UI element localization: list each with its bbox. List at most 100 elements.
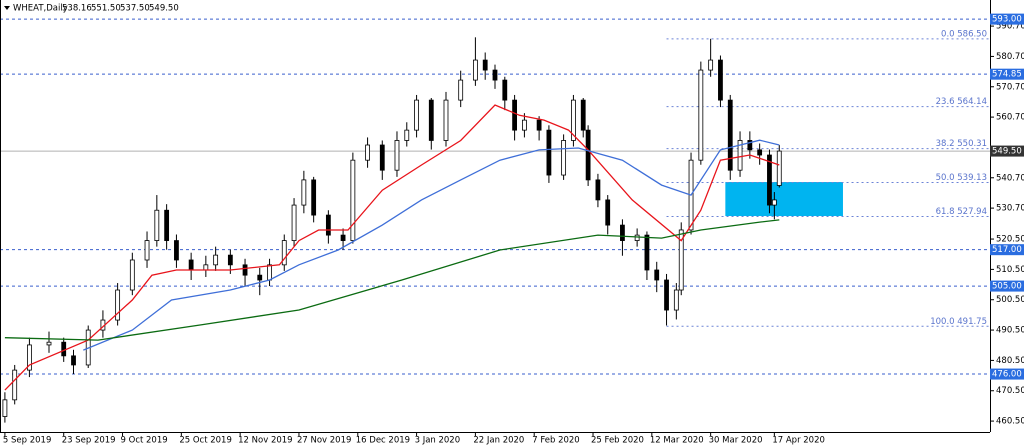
candle-body [771,199,777,206]
y-tick-label: 510.50 [996,265,1024,275]
candle-body [472,59,478,81]
y-tick-label: 470.50 [996,386,1024,396]
candle-body [536,119,542,131]
level-label: 517.00 [992,245,1022,255]
candle-body [561,140,567,176]
candle-body [512,99,518,131]
fib-label: 61.8 527.94 [936,207,987,217]
y-tick-label: 570.70 [996,82,1024,92]
candle-body [502,79,508,101]
candle-body [673,289,679,311]
x-tick-label: 25 Oct 2019 [179,436,232,446]
candle-body [203,264,209,271]
candle-body [12,369,18,401]
level-label: 593.00 [992,15,1022,25]
ma-line [83,139,780,351]
candle-body [2,399,8,417]
candle-body [394,140,400,171]
level-label-box [990,280,1024,292]
header-values: 538.16 551.50 537.50 549.50 [62,4,179,14]
x-tick-label: 27 Nov 2019 [297,436,351,446]
candle-body [620,224,625,241]
x-tick-label: 22 Jan 2020 [473,436,524,446]
candle-body [227,254,233,266]
candle-body [580,99,586,131]
candle-body [311,179,317,216]
level-label: 476.00 [992,370,1022,380]
x-tick-label: 3 Jan 2020 [415,436,461,446]
y-tick-label: 480.50 [996,356,1024,366]
candle-body [213,254,219,266]
candle-body [301,179,307,206]
candle-body [61,341,67,357]
candle-body [257,274,263,281]
last-price-box [990,145,1024,157]
candle-body [571,99,576,141]
level-label: 505.00 [992,282,1022,292]
candle-body [776,150,782,186]
x-tick-label: 12 Mar 2020 [650,436,704,446]
level-label-box [990,68,1024,80]
header-value: 537.50 [120,4,150,14]
candle-body [174,240,179,261]
y-tick-label: 490.50 [996,326,1024,336]
plot-area: 0.0 586.50 23.6 564.14 38.2 550.31 50.0 539… [0,18,990,423]
candle-body [242,264,248,276]
candle-body [443,99,449,141]
candle-body [708,59,714,71]
header-value: 549.50 [149,4,179,14]
candle-body [767,154,772,206]
x-tick-label: 5 Sep 2019 [3,436,51,446]
level-label-box [990,244,1024,256]
candle-body [281,240,287,266]
candle-body [482,59,488,71]
y-tick-label: 560.70 [996,113,1024,123]
header-value: 551.50 [91,4,121,14]
y-tick-label: 460.50 [996,417,1024,427]
x-tick-label: 23 Sep 2019 [62,436,116,446]
candle-body [71,355,76,366]
candle-body [678,229,684,291]
candle-body [747,140,753,151]
candle-body [737,140,743,171]
x-tick-label: 30 Mar 2020 [709,436,763,446]
candle-body [644,234,650,271]
zone [725,182,843,216]
last-price-label: 549.50 [992,147,1022,157]
candle-body [144,240,150,261]
header-value: 538.16 [62,4,92,14]
fib-label: 50.0 539.13 [936,173,987,183]
candle-body [698,69,704,161]
candle-body [365,144,370,161]
x-tick-label: 17 Apr 2020 [772,436,825,446]
candle-body [27,344,32,371]
candle-body [154,209,160,241]
candle-body [664,279,669,311]
x-tick-label: 25 Feb 2020 [591,436,644,446]
y-tick-label: 540.70 [996,173,1024,183]
ma-line [4,219,780,341]
candle-body [634,234,640,241]
fib-label: 23.6 564.14 [936,97,987,107]
candle-body [129,259,135,291]
candle-body [46,341,52,346]
fib-label: 100.0 491.75 [930,317,987,327]
fib-label: 38.2 550.31 [936,139,987,149]
candle-body [350,159,356,241]
candle-body [404,129,410,141]
candle-body [428,99,434,141]
y-tick-label: 530.70 [996,204,1024,214]
candle-body [164,209,170,241]
y-tick-label: 590.70 [996,22,1024,32]
candle-body [414,99,419,131]
fib-label: 0.0 586.50 [941,29,987,39]
candle-body [727,99,733,171]
level-label: 574.85 [992,70,1022,80]
y-tick-label: 500.50 [996,295,1024,305]
candle-body [379,144,385,171]
y-tick-label: 580.70 [996,52,1024,62]
candle-body [605,199,611,226]
candle-body [115,289,121,321]
